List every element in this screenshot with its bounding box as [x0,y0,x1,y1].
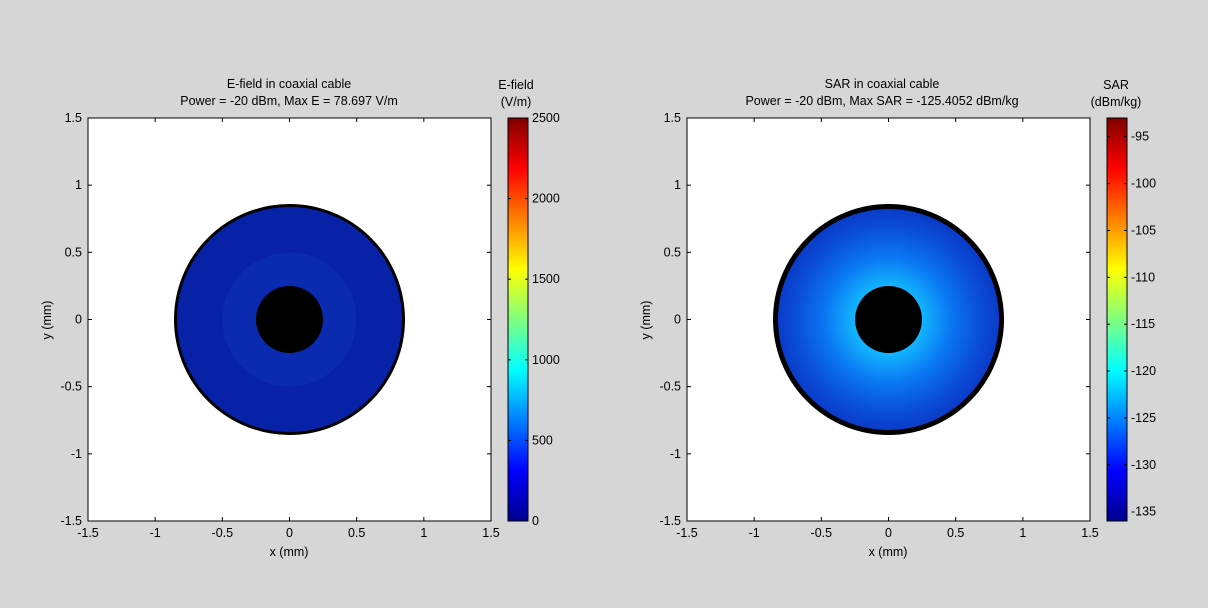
sar-colorbar-tick-label: -105 [1131,223,1156,237]
efield-colorbar-title: E-field [498,78,533,92]
sar-colorbar-unit: (dBm/kg) [1091,95,1142,109]
efield-y-axis-label: y (mm) [40,301,54,340]
efield-y-tick-label: 1.5 [65,111,82,125]
efield-colorbar-tick-label: 1500 [532,272,560,286]
sar-x-ticks: -1.5 -1 -0.5 0 0.5 1 1.5 [676,118,1099,540]
sar-colorbar-tick-label: -125 [1131,411,1156,425]
sar-colorbar [1106,117,1128,522]
efield-x-tick-label: -0.5 [212,526,234,540]
sar-x-tick-label: 1 [1019,526,1026,540]
sar-y-tick-label: -0.5 [659,380,681,394]
sar-chart-title: SAR in coaxial cable [825,77,940,91]
sar-y-tick-label: -1.5 [659,514,681,528]
sar-y-ticks: -1.5 -1 -0.5 0 0.5 1 1.5 [659,111,1090,528]
efield-x-tick-label: -1 [150,526,161,540]
efield-colorbar-tick-label: 2500 [532,111,560,125]
sar-colorbar-ticks: -135 -130 -125 -120 -115 -110 -105 -100 -95 [1107,130,1156,519]
sar-colorbar-title: SAR [1103,78,1129,92]
sar-colorbar-tick-label: -120 [1131,364,1156,378]
sar-chart-subtitle: Power = -20 dBm, Max SAR = -125.4052 dBm… [745,94,1018,108]
sar-inner-conductor [855,286,922,353]
efield-colorbar [507,117,529,522]
sar-y-tick-label: 1 [674,178,681,192]
efield-y-tick-label: 0.5 [65,245,82,259]
efield-inner-conductor [256,286,323,353]
sar-x-tick-label: -0.5 [811,526,833,540]
sar-y-tick-label: 1.5 [664,111,681,125]
sar-x-tick-label: 1.5 [1081,526,1098,540]
sar-colorbar-tick-label: -95 [1131,130,1149,144]
sar-colorbar-tick-label: -100 [1131,177,1156,191]
efield-y-ticks: -1.5 -1 -0.5 0 0.5 1 1.5 [60,111,491,528]
efield-colorbar-ticks: 0 500 1000 1500 2000 2500 [508,111,560,528]
efield-colorbar-tick-label: 2000 [532,192,560,206]
sar-colorbar-tick-label: -135 [1131,505,1156,519]
sar-y-tick-label: -1 [670,447,681,461]
efield-colorbar-unit: (V/m) [501,95,532,109]
efield-y-tick-label: -1.5 [60,514,82,528]
efield-x-tick-label: 0 [286,526,293,540]
sar-x-tick-label: 0.5 [947,526,964,540]
efield-y-tick-label: -0.5 [60,380,82,394]
sar-x-tick-label: -1 [749,526,760,540]
efield-x-tick-label: -1.5 [77,526,99,540]
sar-panel: SAR in coaxial cable Power = -20 dBm, Ma… [639,77,1156,559]
efield-y-tick-label: -1 [71,447,82,461]
sar-colorbar-tick-label: -110 [1131,270,1155,284]
efield-x-axis-label: x (mm) [270,545,309,559]
sar-y-tick-label: 0 [674,313,681,327]
sar-y-axis-label: y (mm) [639,301,653,340]
efield-colorbar-tick-label: 500 [532,433,553,447]
sar-x-tick-label: 0 [885,526,892,540]
sar-x-axis-label: x (mm) [869,545,908,559]
efield-panel: E-field in coaxial cable Power = -20 dBm… [40,77,560,559]
efield-x-tick-label: 1 [420,526,427,540]
efield-x-ticks: -1.5 -1 -0.5 0 0.5 1 1.5 [77,118,500,540]
efield-chart-title: E-field in coaxial cable [227,77,351,91]
efield-y-tick-label: 1 [75,178,82,192]
sar-x-tick-label: -1.5 [676,526,698,540]
sar-colorbar-tick-label: -130 [1131,458,1156,472]
efield-chart-subtitle: Power = -20 dBm, Max E = 78.697 V/m [180,94,397,108]
efield-colorbar-tick-label: 1000 [532,353,560,367]
efield-x-tick-label: 0.5 [348,526,365,540]
sar-colorbar-tick-label: -115 [1131,317,1155,331]
efield-x-tick-label: 1.5 [482,526,499,540]
efield-colorbar-tick-label: 0 [532,514,539,528]
efield-y-tick-label: 0 [75,313,82,327]
sar-y-tick-label: 0.5 [664,245,681,259]
